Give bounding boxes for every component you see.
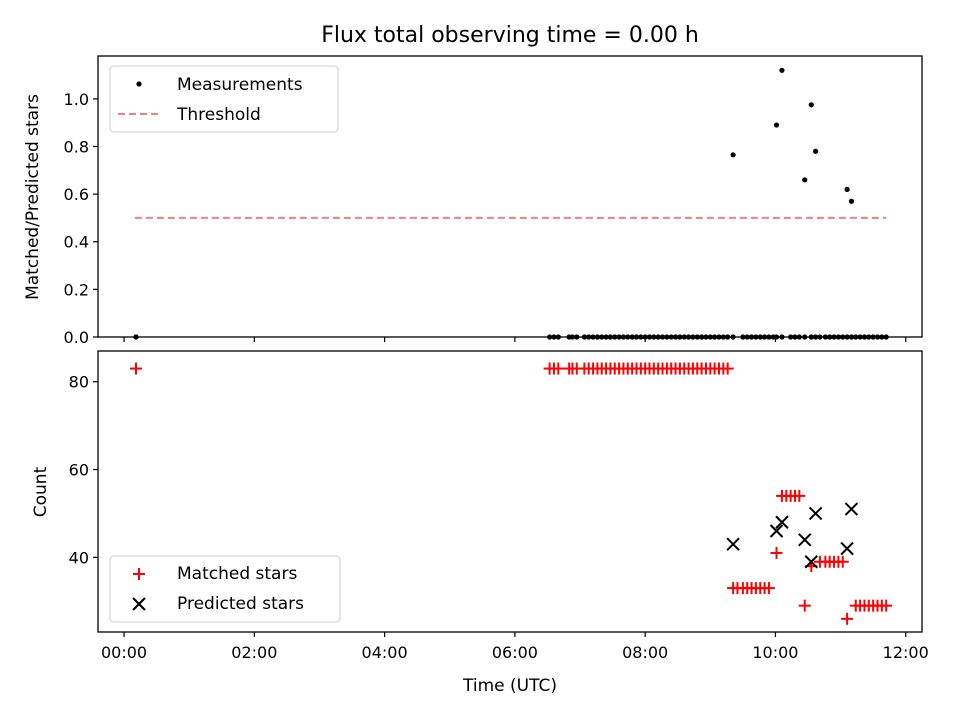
matched-star-marker: [793, 489, 806, 502]
measurement-point: [848, 198, 855, 204]
bottom-y-ticks: 40 60 80: [69, 373, 98, 567]
x-tick-label: 02:00: [231, 643, 277, 662]
top-panel: 0.0 0.2 0.4 0.6 0.8 1.0 Matched/Predicted sta…: [23, 55, 923, 347]
x-tick-label: 00:00: [101, 643, 147, 662]
top-y-tick-label: 0.2: [64, 280, 89, 299]
matched-star-marker: [841, 612, 854, 625]
legend-marker-measurements: [136, 81, 142, 87]
top-y-tick-label: 0.6: [64, 185, 89, 204]
top-y-tick-label: 1.0: [64, 90, 89, 109]
measurement-point: [813, 148, 819, 154]
bottom-x-ticks: 00:00 02:00 04:00 06:00 08:00 10:00 12:00: [101, 632, 929, 662]
top-y-ticks: 0.0 0.2 0.4 0.6 0.8 1.0: [64, 90, 98, 347]
top-y-tick-label: 0.0: [64, 328, 89, 347]
matched-star-marker: [770, 546, 783, 559]
bottom-legend: Matched stars Predicted stars: [109, 555, 341, 623]
x-tick-label: 08:00: [622, 643, 668, 662]
bottom-y-tick-label: 80: [69, 373, 89, 392]
predicted-star-marker: [844, 502, 859, 516]
matched-star-marker: [762, 582, 775, 595]
matched-star-marker: [880, 599, 893, 612]
legend-label-predicted-stars: Predicted stars: [177, 594, 304, 614]
legend-label-measurements: Measurements: [177, 75, 303, 95]
top-axes-frame: [97, 55, 923, 338]
chart-title: Flux total observing time = 0.00 h: [321, 23, 699, 48]
measurement-point: [730, 152, 736, 158]
measurement-point: [844, 186, 850, 192]
predicted-star-marker: [769, 524, 784, 538]
matched-star-marker: [798, 599, 811, 612]
legend-label-matched-stars: Matched stars: [177, 564, 297, 584]
bottom-axes-frame: [97, 350, 923, 633]
measurement-point: [802, 177, 808, 183]
predicted-star-marker: [840, 541, 854, 556]
matched-star-marker: [129, 362, 142, 375]
matched-star-marker: [836, 555, 849, 568]
predicted-star-marker: [804, 555, 818, 569]
top-x-ticks: [123, 337, 907, 342]
bottom-y-axis-label: Count: [31, 466, 51, 517]
bottom-plot-marks: [129, 362, 893, 625]
measurement-point: [808, 102, 814, 108]
legend-marker-predicted-stars: [132, 597, 146, 611]
x-tick-label: 06:00: [492, 643, 538, 662]
x-tick-label: 10:00: [752, 643, 798, 662]
x-tick-label: 12:00: [883, 643, 929, 662]
matched-star-marker: [552, 362, 565, 375]
measurement-point: [773, 122, 780, 128]
measurement-point: [779, 67, 785, 73]
bottom-legend-box: [109, 555, 341, 623]
legend-label-threshold: Threshold: [176, 105, 261, 125]
predicted-star-marker: [798, 533, 812, 547]
predicted-star-marker: [775, 515, 789, 529]
top-legend-box: [109, 65, 339, 133]
bottom-panel: 40 60 80 00:00 02:00 04:00 06:00 08:00 10:00 12:…: [31, 350, 929, 696]
top-y-tick-label: 0.8: [64, 137, 89, 156]
bottom-y-tick-label: 60: [69, 461, 89, 480]
matched-star-marker: [721, 362, 734, 375]
top-y-axis-label: Matched/Predicted stars: [23, 94, 43, 300]
x-axis-label: Time (UTC): [462, 676, 557, 696]
predicted-star-marker: [808, 506, 823, 521]
x-tick-label: 04:00: [362, 643, 408, 662]
top-legend: Measurements Threshold: [109, 65, 339, 133]
bottom-y-tick-label: 40: [69, 548, 89, 567]
predicted-star-marker: [726, 537, 740, 551]
legend-marker-matched-stars: [133, 568, 145, 580]
top-y-tick-label: 0.4: [64, 233, 89, 252]
